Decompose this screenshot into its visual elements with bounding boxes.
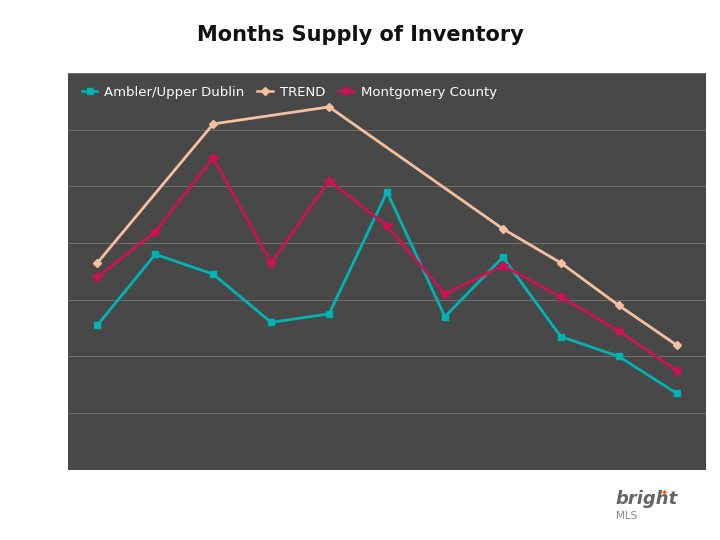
Text: MLS: MLS	[616, 511, 638, 521]
Text: Months Supply of Inventory: Months Supply of Inventory	[197, 25, 523, 45]
Legend: Ambler/Upper Dublin, TREND, Montgomery County: Ambler/Upper Dublin, TREND, Montgomery C…	[75, 79, 503, 106]
Text: ✦: ✦	[661, 488, 668, 497]
Text: bright: bright	[616, 490, 678, 509]
